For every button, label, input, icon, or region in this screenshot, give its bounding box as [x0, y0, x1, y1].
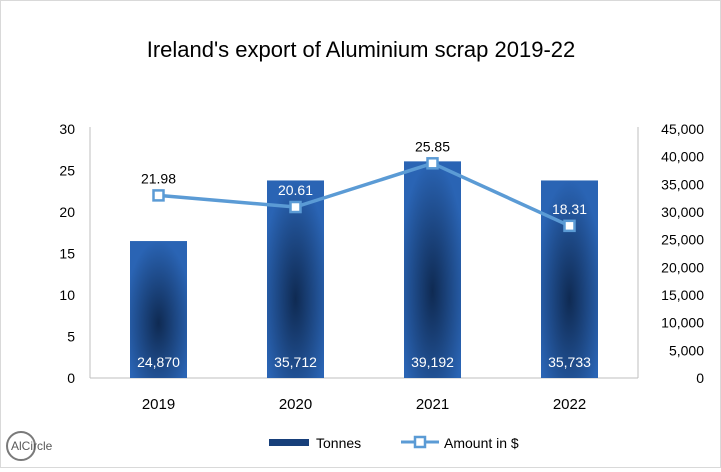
right-tick-label: 40,000 — [661, 149, 704, 165]
bar-value-label: 24,870 — [137, 354, 180, 370]
logo-text: AlCircle — [11, 439, 53, 453]
legend: Tonnes Amount in $ — [269, 435, 519, 451]
alcircle-logo: AlCircle — [6, 431, 53, 461]
bar-value-label: 35,712 — [274, 354, 317, 370]
x-tick-label: 2021 — [416, 396, 449, 413]
right-tick-label: 30,000 — [661, 204, 704, 220]
line-marker-2021 — [426, 157, 439, 170]
left-tick-label: 0 — [67, 370, 75, 386]
bar-tonnes-2021 — [404, 161, 461, 378]
bar-tonnes-2020 — [267, 180, 324, 378]
line-amount — [158, 161, 571, 228]
left-tick-label: 20 — [59, 204, 75, 220]
right-tick-label: 20,000 — [661, 259, 704, 275]
bar-value-label: 39,192 — [411, 354, 454, 370]
legend-swatch-tonnes — [269, 439, 309, 446]
bar-tonnes-2019 — [130, 241, 187, 378]
line-marker-2019 — [152, 189, 165, 202]
chart-title: Ireland's export of Aluminium scrap 2019… — [147, 37, 576, 62]
right-tick-label: 35,000 — [661, 176, 704, 192]
left-tick-label: 30 — [59, 121, 75, 137]
bar-data-labels: 24,870 35,712 39,192 35,733 — [137, 354, 591, 370]
left-axis-ticks: 0 5 10 15 20 25 30 — [59, 121, 75, 386]
line-marker-2022 — [563, 219, 576, 233]
right-tick-label: 10,000 — [661, 315, 704, 331]
logo-circle-icon — [6, 431, 36, 461]
line-value-label: 18.31 — [552, 201, 587, 217]
right-tick-label: 25,000 — [661, 232, 704, 248]
line-data-labels: 21.98 20.61 25.85 18.31 — [141, 138, 587, 217]
x-axis-ticks: 2019 2020 2021 2022 — [142, 396, 586, 413]
x-tick-label: 2022 — [553, 396, 586, 413]
right-tick-label: 45,000 — [661, 121, 704, 137]
right-tick-label: 5,000 — [669, 342, 704, 358]
line-value-label: 20.61 — [278, 182, 313, 198]
left-tick-label: 10 — [59, 287, 75, 303]
line-series-amount — [152, 157, 576, 233]
right-axis-ticks: 0 5,000 10,000 15,000 20,000 25,000 30,000 35,0… — [661, 121, 704, 386]
x-tick-label: 2020 — [279, 396, 312, 413]
line-value-label: 21.98 — [141, 170, 176, 186]
bar-tonnes-2022 — [541, 180, 598, 378]
left-tick-label: 15 — [59, 246, 75, 262]
left-tick-label: 25 — [59, 163, 75, 179]
bar-value-label: 35,733 — [548, 354, 591, 370]
left-tick-label: 5 — [67, 329, 75, 345]
right-tick-label: 15,000 — [661, 287, 704, 303]
bar-series-tonnes — [130, 161, 598, 378]
legend-label-amount: Amount in $ — [444, 435, 519, 451]
legend-label-tonnes: Tonnes — [316, 435, 361, 451]
line-marker-2020 — [289, 200, 302, 214]
x-tick-label: 2019 — [142, 396, 175, 413]
right-tick-label: 0 — [696, 370, 704, 386]
legend-swatch-amount-marker — [413, 435, 427, 449]
line-value-label: 25.85 — [415, 138, 450, 154]
